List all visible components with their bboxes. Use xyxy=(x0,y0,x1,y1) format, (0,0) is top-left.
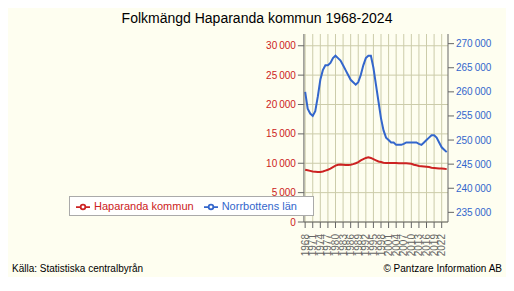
svg-text:1995: 1995 xyxy=(367,234,379,257)
svg-text:2022: 2022 xyxy=(436,234,447,257)
svg-text:1977: 1977 xyxy=(322,234,334,257)
svg-text:2019: 2019 xyxy=(428,234,440,257)
svg-text:1986: 1986 xyxy=(345,234,357,257)
svg-text:2016: 2016 xyxy=(421,234,432,257)
svg-text:1974: 1974 xyxy=(314,234,326,257)
svg-text:2007: 2007 xyxy=(398,234,410,257)
svg-text:255 000: 255 000 xyxy=(456,110,492,121)
svg-text:20 000: 20 000 xyxy=(266,99,296,110)
svg-text:1971: 1971 xyxy=(307,234,319,257)
html-text:Norrbottens län: Norrbottens län xyxy=(221,200,297,212)
svg-text:10 000: 10 000 xyxy=(266,158,296,169)
svg-text:0: 0 xyxy=(290,217,296,228)
svg-text:1992: 1992 xyxy=(360,234,372,257)
svg-text:270 000: 270 000 xyxy=(456,38,492,49)
svg-text:15 000: 15 000 xyxy=(266,128,296,139)
svg-text:260 000: 260 000 xyxy=(456,86,492,97)
svg-text:235 000: 235 000 xyxy=(456,207,492,218)
html-text:Folkmängd Haparanda kommun 196: Folkmängd Haparanda kommun 1968-2024 xyxy=(121,10,393,26)
html-text:© Pantzare Information AB: © Pantzare Information AB xyxy=(383,263,502,274)
svg-text:2001: 2001 xyxy=(383,234,395,257)
svg-text:1968: 1968 xyxy=(299,234,311,257)
html-text:Haparanda kommun: Haparanda kommun xyxy=(94,200,194,212)
svg-text:1989: 1989 xyxy=(352,234,364,257)
svg-text:2004: 2004 xyxy=(390,234,402,257)
svg-text:250 000: 250 000 xyxy=(456,135,492,146)
svg-text:240 000: 240 000 xyxy=(456,183,492,194)
svg-text:2010: 2010 xyxy=(405,234,417,257)
svg-text:30 000: 30 000 xyxy=(266,40,296,51)
svg-text:25 000: 25 000 xyxy=(266,70,296,81)
svg-text:2013: 2013 xyxy=(413,234,425,257)
svg-text:5 000: 5 000 xyxy=(272,187,297,198)
svg-text:1983: 1983 xyxy=(337,234,349,257)
svg-text:265 000: 265 000 xyxy=(456,62,492,73)
svg-text:1998: 1998 xyxy=(375,234,387,257)
svg-text:245 000: 245 000 xyxy=(456,159,492,170)
html-text:Källa: Statistiska centralbyrå: Källa: Statistiska centralbyrån xyxy=(12,263,144,274)
svg-text:1980: 1980 xyxy=(330,234,341,257)
